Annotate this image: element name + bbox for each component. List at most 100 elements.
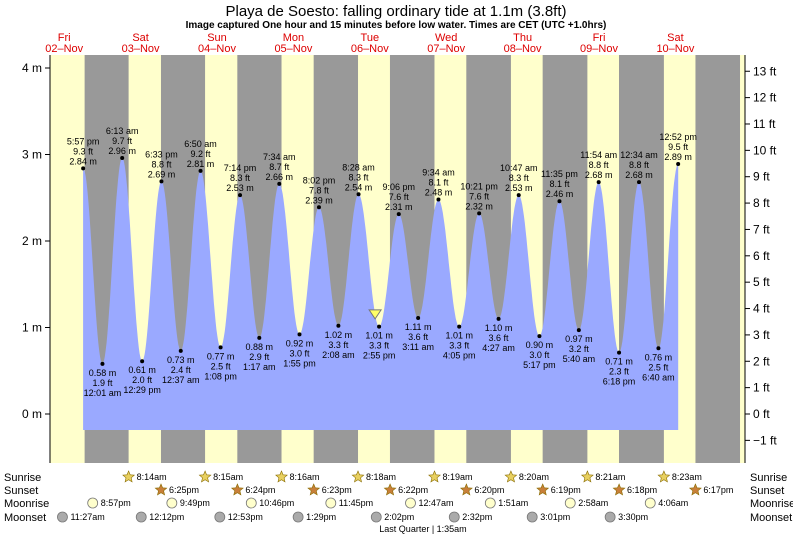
sun-moon-table: Sunrise Sunrise 8:14am 8:15am 8:16am 8:18am 8:… — [4, 470, 793, 534]
moonset-time: 1:29pm — [306, 512, 336, 522]
tide-label: 2.69 m — [148, 169, 176, 179]
sunrise-time: 8:15am — [213, 472, 243, 482]
tide-label: 8.8 ft — [589, 160, 610, 170]
moonrise-time: 12:47am — [418, 498, 453, 508]
moonrise-icon — [245, 497, 257, 509]
moonset-time: 12:12pm — [149, 512, 184, 522]
tide-label: 1:55 pm — [283, 358, 316, 368]
day-date: 10–Nov — [656, 43, 694, 55]
tide-label: 2.3 ft — [609, 367, 630, 377]
sunrise-row-label: Sunrise — [4, 472, 41, 484]
tide-label: 2:55 pm — [363, 351, 396, 361]
tide-label: 0.73 m — [167, 355, 195, 365]
tide-point — [198, 168, 203, 173]
tide-point — [457, 324, 462, 329]
tide-label: 5:57 pm — [67, 136, 100, 146]
sunset-icon — [459, 483, 473, 496]
tide-label: 0.71 m — [605, 357, 633, 367]
tide-label: 0.97 m — [565, 334, 593, 344]
tide-point — [596, 180, 601, 185]
tide-label: 2.96 m — [108, 146, 136, 156]
tide-label: 2.32 m — [465, 201, 493, 211]
moonrise-icon — [644, 497, 656, 509]
sunrise-time: 8:21am — [595, 472, 625, 482]
sunset-icon — [154, 483, 168, 496]
tide-point — [557, 199, 562, 204]
tide-label: 9.7 ft — [112, 136, 133, 146]
tide-label: 6:13 am — [106, 126, 139, 136]
tide-point — [140, 359, 145, 364]
tide-label: 3.6 ft — [489, 333, 510, 343]
tide-point — [377, 324, 382, 329]
tide-point — [617, 350, 622, 355]
y-tick-label-ft: 13 ft — [753, 64, 777, 78]
tide-label: 0.61 m — [128, 365, 156, 375]
tide-point — [656, 346, 661, 351]
tide-point — [218, 345, 223, 350]
tide-label: 0.58 m — [89, 368, 117, 378]
moonrise-icon — [325, 497, 337, 509]
moonrise-time: 8:57pm — [101, 498, 131, 508]
tide-label: 0.90 m — [526, 340, 554, 350]
moonset-icon — [214, 511, 226, 523]
day-date: 03–Nov — [122, 43, 160, 55]
chart-subtitle: Image captured One hour and 15 minutes b… — [186, 20, 607, 31]
sunset-icon — [612, 483, 626, 496]
tide-label: 3.2 ft — [569, 344, 590, 354]
moonset-icon — [292, 511, 304, 523]
y-tick-label-ft: 2 ft — [753, 354, 770, 368]
sunset-time: 6:18pm — [627, 485, 657, 495]
tide-label: 8.1 ft — [549, 179, 570, 189]
sunrise-time: 8:18am — [366, 472, 396, 482]
tide-label: 4:05 pm — [443, 351, 476, 361]
sunrise-icon — [504, 470, 518, 483]
tide-label: 9.5 ft — [668, 142, 689, 152]
tide-point — [516, 193, 521, 198]
sunrise-time: 8:19am — [442, 472, 472, 482]
tide-point — [297, 332, 302, 337]
tide-label: 0.92 m — [286, 338, 314, 348]
sunset-time: 6:24pm — [245, 485, 275, 495]
tide-label: 6:33 pm — [145, 149, 178, 159]
tide-point — [496, 316, 501, 321]
tide-label: 8.8 ft — [629, 160, 650, 170]
day-date: 07–Nov — [427, 43, 465, 55]
tide-label: 8.7 ft — [269, 162, 290, 172]
tide-label: 1:08 pm — [204, 371, 237, 381]
tide-point — [100, 361, 105, 366]
tide-label: 7.8 ft — [309, 185, 330, 195]
sunrise-time: 8:23am — [672, 472, 702, 482]
tide-label: 2.89 m — [664, 152, 692, 162]
tide-point — [396, 212, 401, 217]
tide-label: 8.3 ft — [349, 172, 370, 182]
tide-point — [81, 166, 86, 171]
tide-label: 1.11 m — [405, 322, 432, 332]
day-date: 08–Nov — [504, 43, 542, 55]
day-name: Sat — [132, 32, 149, 44]
tide-point — [477, 211, 482, 216]
tide-label: 0.77 m — [207, 351, 235, 361]
y-tick-label-ft: 12 ft — [753, 91, 777, 105]
sunrise-time: 8:16am — [290, 472, 320, 482]
sunrise-icon — [198, 470, 212, 483]
y-tick-label-ft: 9 ft — [753, 170, 770, 184]
tide-label: 3.0 ft — [529, 350, 550, 360]
moonset-time: 12:53pm — [228, 512, 263, 522]
y-tick-label-m: 1 m — [22, 321, 42, 335]
sunset-time: 6:19pm — [551, 485, 581, 495]
current-tide-marker — [368, 309, 383, 320]
y-tick-label-ft: 5 ft — [753, 275, 770, 289]
moonrise-time: 1:51am — [498, 498, 528, 508]
y-tick-label-m: 4 m — [22, 61, 42, 75]
tide-label: 9:34 am — [422, 167, 455, 177]
tide-label: 12:01 am — [84, 388, 122, 398]
tide-point — [257, 335, 262, 340]
tide-point — [637, 180, 642, 185]
sunrise-row-label-right: Sunrise — [750, 472, 787, 484]
tide-point — [277, 181, 282, 186]
moonset-time: 2:02pm — [384, 512, 414, 522]
tide-label: 2.31 m — [385, 202, 413, 212]
tide-label: 8.8 ft — [151, 159, 172, 169]
sunset-time: 6:20pm — [474, 485, 504, 495]
day-name: Tue — [361, 32, 380, 44]
